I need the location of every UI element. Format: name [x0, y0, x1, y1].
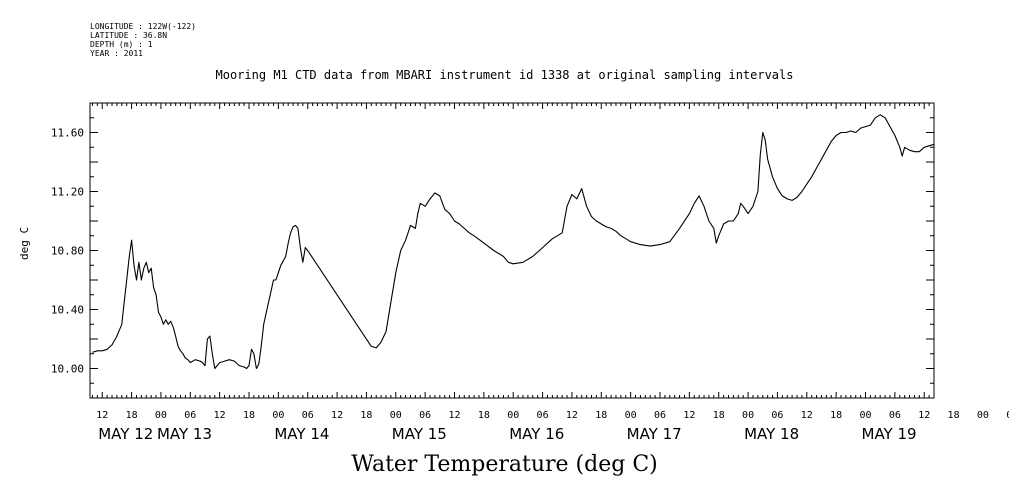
- x-date-label: MAY 18: [744, 425, 799, 443]
- x-hour-tick-label: 06: [889, 410, 901, 421]
- x-date-label: MAY 17: [627, 425, 682, 443]
- x-hour-tick-label: 00: [859, 410, 871, 421]
- year-text: YEAR : 2011: [90, 49, 143, 58]
- x-date-label: MAY 16: [509, 425, 564, 443]
- x-date-label: MAY 19: [862, 425, 917, 443]
- x-hour-tick-label: 00: [390, 410, 402, 421]
- x-hour-tick-label: 12: [331, 410, 343, 421]
- x-axis-label: Water Temperature (deg C): [351, 452, 658, 477]
- x-hour-tick-label: 00: [742, 410, 754, 421]
- x-hour-tick-label: 00: [155, 410, 167, 421]
- y-tick-label: 10.40: [51, 304, 84, 317]
- x-hour-tick-label: 00: [507, 410, 519, 421]
- temperature-series-line: [92, 114, 935, 370]
- x-hour-tick-label: 00: [977, 410, 989, 421]
- x-hour-tick-label: 06: [654, 410, 666, 421]
- chart-title: Mooring M1 CTD data from MBARI instrumen…: [215, 68, 794, 82]
- x-hour-tick-label: 12: [214, 410, 226, 421]
- x-hour-tick-label: 00: [272, 410, 284, 421]
- x-hour-tick-label: 18: [595, 410, 607, 421]
- x-hour-tick-label: 12: [801, 410, 813, 421]
- latitude-text: LATITUDE : 36.8N: [90, 31, 168, 40]
- x-hour-tick-label: 18: [243, 410, 255, 421]
- plot-frame: [89, 102, 935, 399]
- x-hour-tick-label: 18: [713, 410, 725, 421]
- x-hour-tick-label: 18: [830, 410, 842, 421]
- x-hour-tick-label: 06: [302, 410, 314, 421]
- x-hour-tick-label: 12: [918, 410, 930, 421]
- x-hour-tick-label: 06: [537, 410, 549, 421]
- x-hour-tick-label: 06: [184, 410, 196, 421]
- y-tick-label: 11.60: [51, 127, 84, 140]
- x-hour-tick-label: 18: [948, 410, 960, 421]
- x-hour-tick-label: 06: [771, 410, 783, 421]
- depth-text: DEPTH (m) : 1: [90, 40, 153, 49]
- x-hour-tick-label: 18: [360, 410, 372, 421]
- x-date-label: MAY 12: [98, 425, 153, 443]
- y-tick-label: 11.20: [51, 186, 84, 199]
- x-date-label: MAY 15: [392, 425, 447, 443]
- x-hour-tick-label: 18: [126, 410, 138, 421]
- longitude-text: LONGITUDE : 122W(-122): [90, 22, 196, 31]
- metadata-block: LONGITUDE : 122W(-122) LATITUDE : 36.8N …: [90, 22, 196, 58]
- x-hour-tick-label: 06: [419, 410, 431, 421]
- x-date-label: MAY 13: [157, 425, 212, 443]
- x-hour-tick-label: 12: [448, 410, 460, 421]
- x-hour-tick-label: 12: [683, 410, 695, 421]
- y-tick-label: 10.80: [51, 245, 84, 258]
- x-hour-tick-label: 06: [1006, 410, 1009, 421]
- x-hour-tick-label: 00: [625, 410, 637, 421]
- y-tick-label: 10.00: [51, 363, 84, 376]
- x-date-label: MAY 14: [274, 425, 329, 443]
- x-hour-tick-label: 12: [566, 410, 578, 421]
- x-hour-tick-label: 12: [96, 410, 108, 421]
- x-hour-tick-label: 18: [478, 410, 490, 421]
